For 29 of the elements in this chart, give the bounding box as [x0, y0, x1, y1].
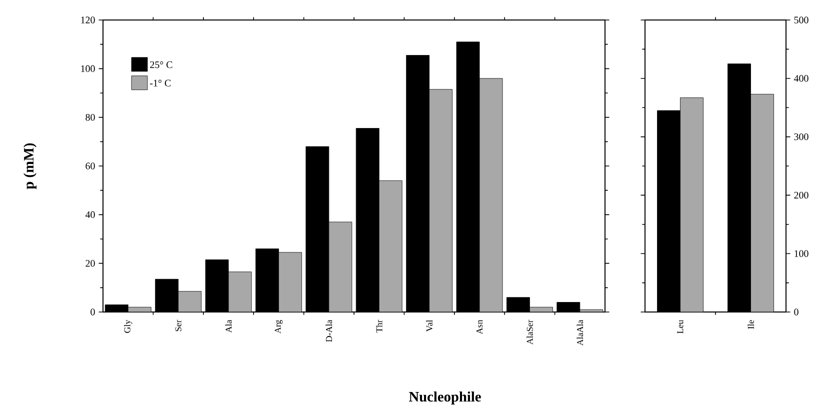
x-axis-title: Nucleophile	[409, 391, 481, 404]
x-tick-label: AlaSer	[526, 320, 533, 345]
y-tick-label: 60	[86, 162, 95, 170]
y-tick-label: 100	[81, 65, 95, 72]
y2-tick-label: 100	[794, 250, 808, 257]
y2-tick-label: 200	[794, 192, 808, 199]
x-tick-label: Thr	[376, 320, 382, 333]
x-tick-label: Gly	[124, 320, 132, 333]
y-axis-title: p (mM)	[23, 143, 36, 190]
y2-tick-label: 300	[794, 133, 808, 140]
y-tick-label: 120	[81, 16, 95, 24]
x-tick-label: Asn	[476, 320, 483, 334]
legend-label: 25° C	[150, 61, 172, 68]
y2-tick-label: 400	[794, 75, 808, 82]
y-tick-label: 80	[86, 114, 95, 121]
x-tick-label: D-Ala	[326, 320, 332, 342]
x-tick-label: Ser	[175, 320, 182, 332]
legend-label: -1° C	[150, 80, 171, 86]
y-tick-label: 40	[85, 211, 95, 218]
x-tick-label: Ala	[225, 320, 232, 333]
x-tick-label: Arg	[274, 320, 283, 334]
y-tick-label: 20	[86, 260, 95, 267]
y2-tick-label: 500	[794, 16, 808, 24]
y-tick-label: 0	[90, 308, 95, 316]
y2-tick-label: 0	[794, 308, 798, 316]
x-tick-label: Val	[426, 320, 432, 332]
x-tick-label: Leu	[677, 320, 684, 334]
x-tick-label: AlaAla	[576, 320, 584, 346]
x-tick-label: Ile	[748, 320, 754, 329]
